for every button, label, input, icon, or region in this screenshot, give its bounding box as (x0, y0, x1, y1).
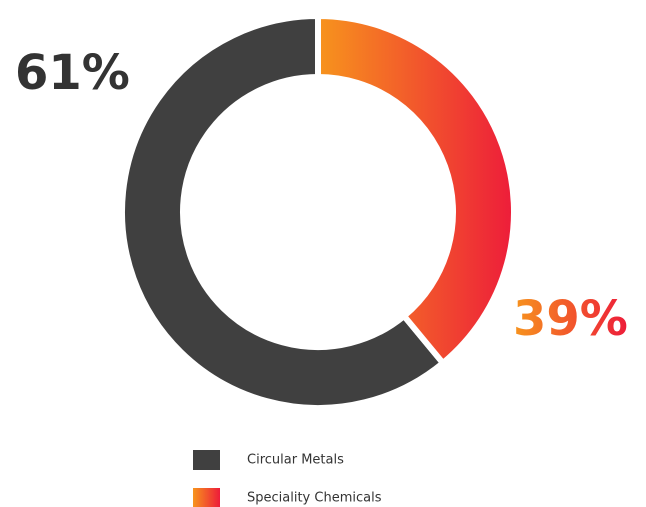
donut (119, 12, 517, 411)
legend: Circular Metals Speciality Chemicals (193, 450, 382, 507)
value-label: 39% (513, 291, 628, 347)
value-label: 61% (15, 45, 130, 101)
legend-label: Circular Metals (247, 453, 344, 468)
slice (119, 12, 448, 411)
legend-label: Speciality Chemicals (247, 491, 382, 506)
legend-swatch (193, 450, 220, 470)
legend-swatch (193, 488, 220, 507)
slice (315, 12, 517, 368)
